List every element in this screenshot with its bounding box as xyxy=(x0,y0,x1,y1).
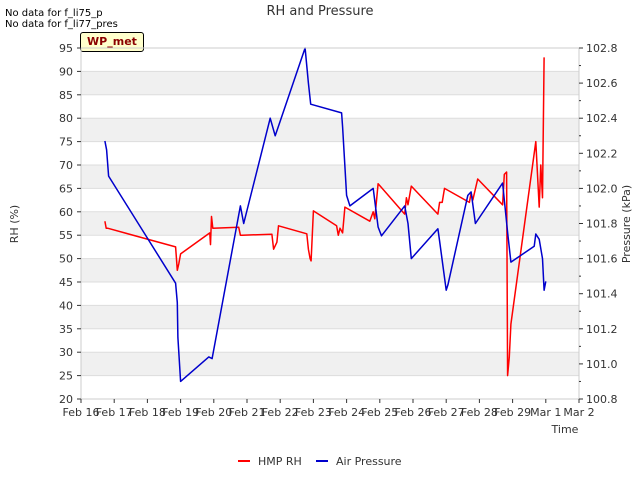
y2-tick-label: 102.0 xyxy=(586,182,618,195)
grid-band xyxy=(81,211,579,236)
x-tick-label: Feb 16 xyxy=(63,406,100,419)
y-tick-label: 35 xyxy=(59,323,73,336)
y2-tick-label: 101.4 xyxy=(586,288,618,301)
series-line-air-pressure xyxy=(104,47,547,383)
y-tick-label: 90 xyxy=(59,65,73,78)
y-tick-label: 70 xyxy=(59,159,73,172)
x-tick-label: Feb 19 xyxy=(162,406,199,419)
y2-tick-label: 102.6 xyxy=(586,77,618,90)
y2-tick-label: 102.2 xyxy=(586,147,618,160)
x-tick-label: Feb 21 xyxy=(229,406,266,419)
x-tick-label: Feb 18 xyxy=(129,406,166,419)
y2-tick-label: 102.8 xyxy=(586,42,618,55)
station-badge: WP_met xyxy=(80,32,144,52)
grid-band xyxy=(81,352,579,376)
x-tick-label: Mar 2 xyxy=(563,406,594,419)
grid-band xyxy=(81,118,579,142)
x-tick-label: Feb 26 xyxy=(395,406,432,419)
y-tick-label: 85 xyxy=(59,89,73,102)
y-tick-label: 60 xyxy=(59,206,73,219)
series-line-hmp-rh xyxy=(104,57,545,377)
y-tick-label: 65 xyxy=(59,182,73,195)
x-tick-label: Mar 1 xyxy=(530,406,561,419)
x-tick-label: Feb 24 xyxy=(328,406,365,419)
y-tick-label: 30 xyxy=(59,346,73,359)
y-tick-label: 50 xyxy=(59,253,73,266)
legend: HMP RH Air Pressure xyxy=(238,455,402,468)
y-tick-label: 95 xyxy=(59,42,73,55)
x-tick-label: Feb 29 xyxy=(494,406,531,419)
y2-tick-label: 101.2 xyxy=(586,323,618,336)
x-tick-label: Feb 17 xyxy=(96,406,133,419)
y2-tick-label: 101.8 xyxy=(586,218,618,231)
no-data-note-2: No data for f_li77_pres xyxy=(5,19,118,30)
y-tick-label: 45 xyxy=(59,276,73,289)
x-tick-label: Feb 25 xyxy=(361,406,398,419)
y2-axis-label: Pressure (kPa) xyxy=(620,185,633,263)
y-tick-label: 20 xyxy=(59,393,73,406)
y-tick-label: 40 xyxy=(59,299,73,312)
legend-label-rh: HMP RH xyxy=(258,455,302,468)
y-tick-label: 75 xyxy=(59,136,73,149)
x-tick-label: Feb 20 xyxy=(195,406,232,419)
grid-band xyxy=(81,258,579,282)
grid-band xyxy=(81,305,579,329)
x-tick-label: Feb 23 xyxy=(295,406,332,419)
y2-tick-label: 101.6 xyxy=(586,253,618,266)
x-tick-label: Feb 28 xyxy=(461,406,498,419)
no-data-note-1: No data for f_li75_p xyxy=(5,8,103,19)
y2-tick-label: 100.8 xyxy=(586,393,618,406)
grid-band xyxy=(81,165,579,189)
chart-title: RH and Pressure xyxy=(266,4,373,19)
y-tick-label: 80 xyxy=(59,112,73,125)
y2-tick-label: 102.4 xyxy=(586,112,618,125)
y2-tick-label: 101.0 xyxy=(586,358,618,371)
x-axis-label: Time xyxy=(551,423,579,436)
x-tick-label: Feb 27 xyxy=(428,406,465,419)
y-tick-label: 25 xyxy=(59,370,73,383)
y-tick-label: 55 xyxy=(59,229,73,242)
legend-label-pressure: Air Pressure xyxy=(336,455,402,468)
x-tick-label: Feb 22 xyxy=(262,406,299,419)
grid-band xyxy=(81,71,579,95)
y-axis-label: RH (%) xyxy=(8,205,21,243)
